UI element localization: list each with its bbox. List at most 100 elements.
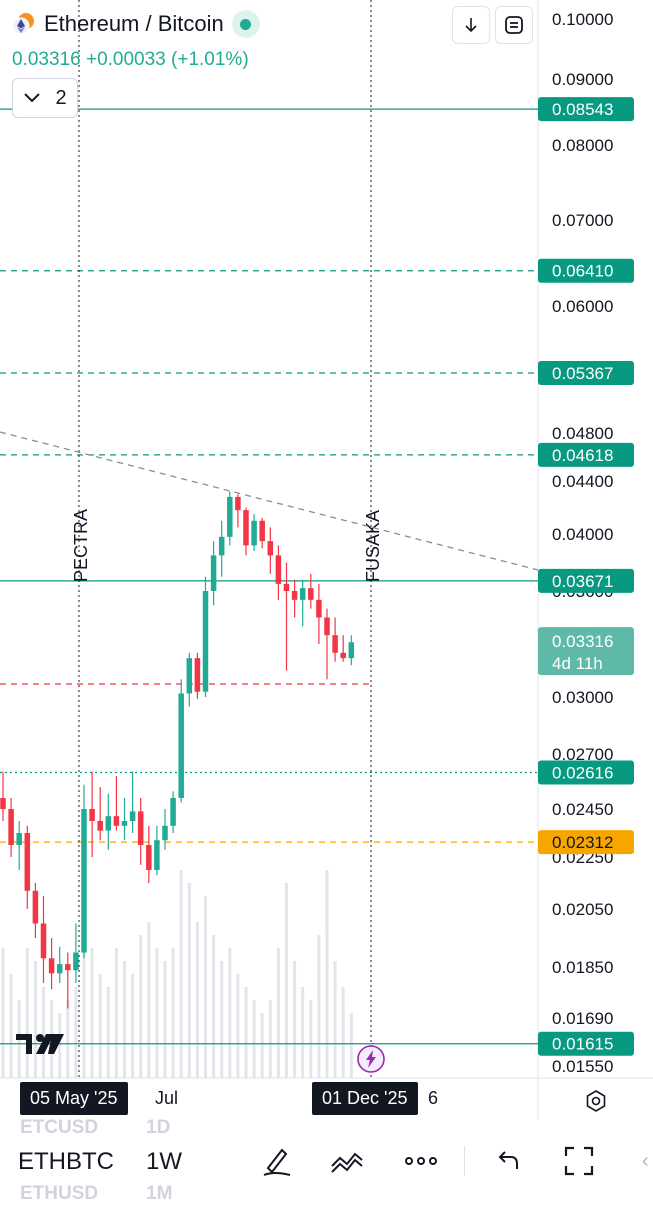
fullscreen-button[interactable] [495, 6, 533, 44]
vertical-marker-label: FUSAKA [363, 510, 383, 582]
last-price: 0.03316 [12, 49, 81, 70]
more-button[interactable] [400, 1140, 442, 1182]
indicators-collapse-button[interactable]: 2 [12, 78, 78, 118]
flash-icon[interactable] [356, 1044, 386, 1074]
candle-body [178, 693, 184, 798]
interval-picker[interactable]: 1W [146, 1148, 182, 1175]
price-change-row: 0.03316 +0.00033 (+1.01%) [12, 49, 249, 71]
indicators-button[interactable] [326, 1140, 368, 1182]
price-scale-label: 0.04400 [552, 472, 613, 491]
volume-bar [123, 961, 126, 1078]
symbol-title-row[interactable]: Ethereum / Bitcoin [12, 10, 260, 38]
countdown-text: 4d 11h [552, 654, 603, 673]
candle-body [73, 952, 79, 971]
time-marker-end[interactable]: 01 Dec '25 [312, 1082, 418, 1115]
volume-bar [220, 961, 224, 1078]
symbol-title: Ethereum / Bitcoin [44, 11, 224, 36]
candle-body [129, 811, 136, 821]
candle-body [97, 821, 103, 831]
volume-bar [236, 974, 240, 1078]
vertical-marker-label: PECTRA [71, 509, 91, 582]
price-scale-label: 0.01690 [552, 1009, 613, 1028]
candle-body [0, 798, 6, 809]
candles [0, 491, 355, 1009]
interval-above[interactable]: 1D [146, 1117, 171, 1138]
horizontal-levels[interactable] [0, 108, 538, 1045]
level-price-badge-text: 0.06410 [552, 262, 613, 281]
candle-body [299, 588, 306, 600]
volume-bar [82, 896, 86, 1078]
volume-bar [204, 896, 207, 1078]
time-label-jul: Jul [155, 1088, 179, 1108]
symbol-above[interactable]: ETCUSD [20, 1117, 99, 1138]
price-scale-label: 0.02050 [552, 900, 613, 919]
candle-body [267, 541, 274, 556]
candle-body [283, 583, 290, 591]
volume-bar [163, 961, 167, 1078]
chart-settings-button[interactable] [580, 1085, 612, 1117]
price-scale[interactable]: 0.10000 0.09000 0.08000 0.07000 0.06000 0.048… [552, 10, 613, 1076]
level-price-badge-text: 0.04618 [552, 446, 613, 465]
volume-bar [244, 987, 248, 1078]
fullscreen-icon [505, 16, 523, 34]
expand-button[interactable] [558, 1140, 600, 1182]
candle-body [40, 923, 47, 959]
price-scale-badges: 0.08543 0.06410 0.05367 0.04618 0.03671 0.026… [538, 97, 634, 1056]
vertical-markers[interactable]: PECTRA FUSAKA [71, 0, 383, 1078]
pen-icon [263, 1148, 291, 1176]
volume-bar [114, 948, 118, 1078]
price-scale-label: 0.03000 [552, 688, 613, 707]
volume-bar [349, 1013, 353, 1078]
time-marker-start[interactable]: 05 May '25 [20, 1082, 128, 1115]
level-price-badge [538, 97, 634, 122]
symbol-below[interactable]: ETHUSD [20, 1183, 99, 1204]
candle-body [291, 591, 298, 600]
price-scale-label: 0.02700 [552, 745, 613, 764]
volume-bar [74, 987, 78, 1078]
time-label-next: 6 [428, 1088, 439, 1108]
level-price-badge [538, 360, 634, 385]
market-status-indicator[interactable] [231, 10, 260, 38]
candle-body [308, 588, 314, 600]
price-change: +0.00033 [85, 49, 166, 70]
price-scale-label: 0.04000 [552, 525, 613, 544]
candle-body [194, 658, 201, 692]
volume-bar [317, 935, 321, 1078]
volume-bar [139, 935, 143, 1078]
candle-body [162, 825, 168, 841]
more-icon [405, 1157, 437, 1165]
volume-bar [42, 987, 45, 1078]
volume-bar [131, 974, 135, 1078]
volume-bar [333, 961, 337, 1078]
current-price-text: 0.03316 [552, 632, 613, 651]
drawing-tools-button[interactable] [256, 1140, 298, 1182]
price-scale-label: 0.04800 [552, 424, 613, 443]
interval-below[interactable]: 1M [146, 1183, 173, 1204]
volume-bar [325, 870, 329, 1078]
price-scale-label: 0.10000 [552, 10, 613, 29]
collapsed-count: 2 [55, 86, 67, 109]
candle-body [227, 496, 233, 537]
toolbar-overflow[interactable]: ‹ [642, 1150, 649, 1172]
candle-body [251, 520, 257, 546]
candle-body [113, 816, 120, 826]
volume-bar [58, 1013, 62, 1078]
level-price-badge [538, 442, 634, 467]
candle-body [186, 658, 193, 694]
settings-icon [586, 1090, 606, 1112]
price-scale-label: 0.08000 [552, 136, 613, 155]
volume-bar [260, 1013, 264, 1078]
volume-bar [90, 948, 94, 1078]
candle-body [154, 840, 160, 870]
symbol-picker[interactable]: ETHBTC [18, 1148, 114, 1175]
undo-button[interactable] [486, 1140, 528, 1182]
level-price-badge [538, 1031, 634, 1056]
trend-line[interactable] [0, 431, 539, 571]
candle-body [170, 798, 176, 826]
download-button[interactable] [452, 6, 490, 44]
candle-body [243, 510, 249, 546]
bottom-toolbar [0, 1120, 653, 1200]
level-price-badge [538, 568, 634, 593]
volume-bar [9, 974, 13, 1078]
